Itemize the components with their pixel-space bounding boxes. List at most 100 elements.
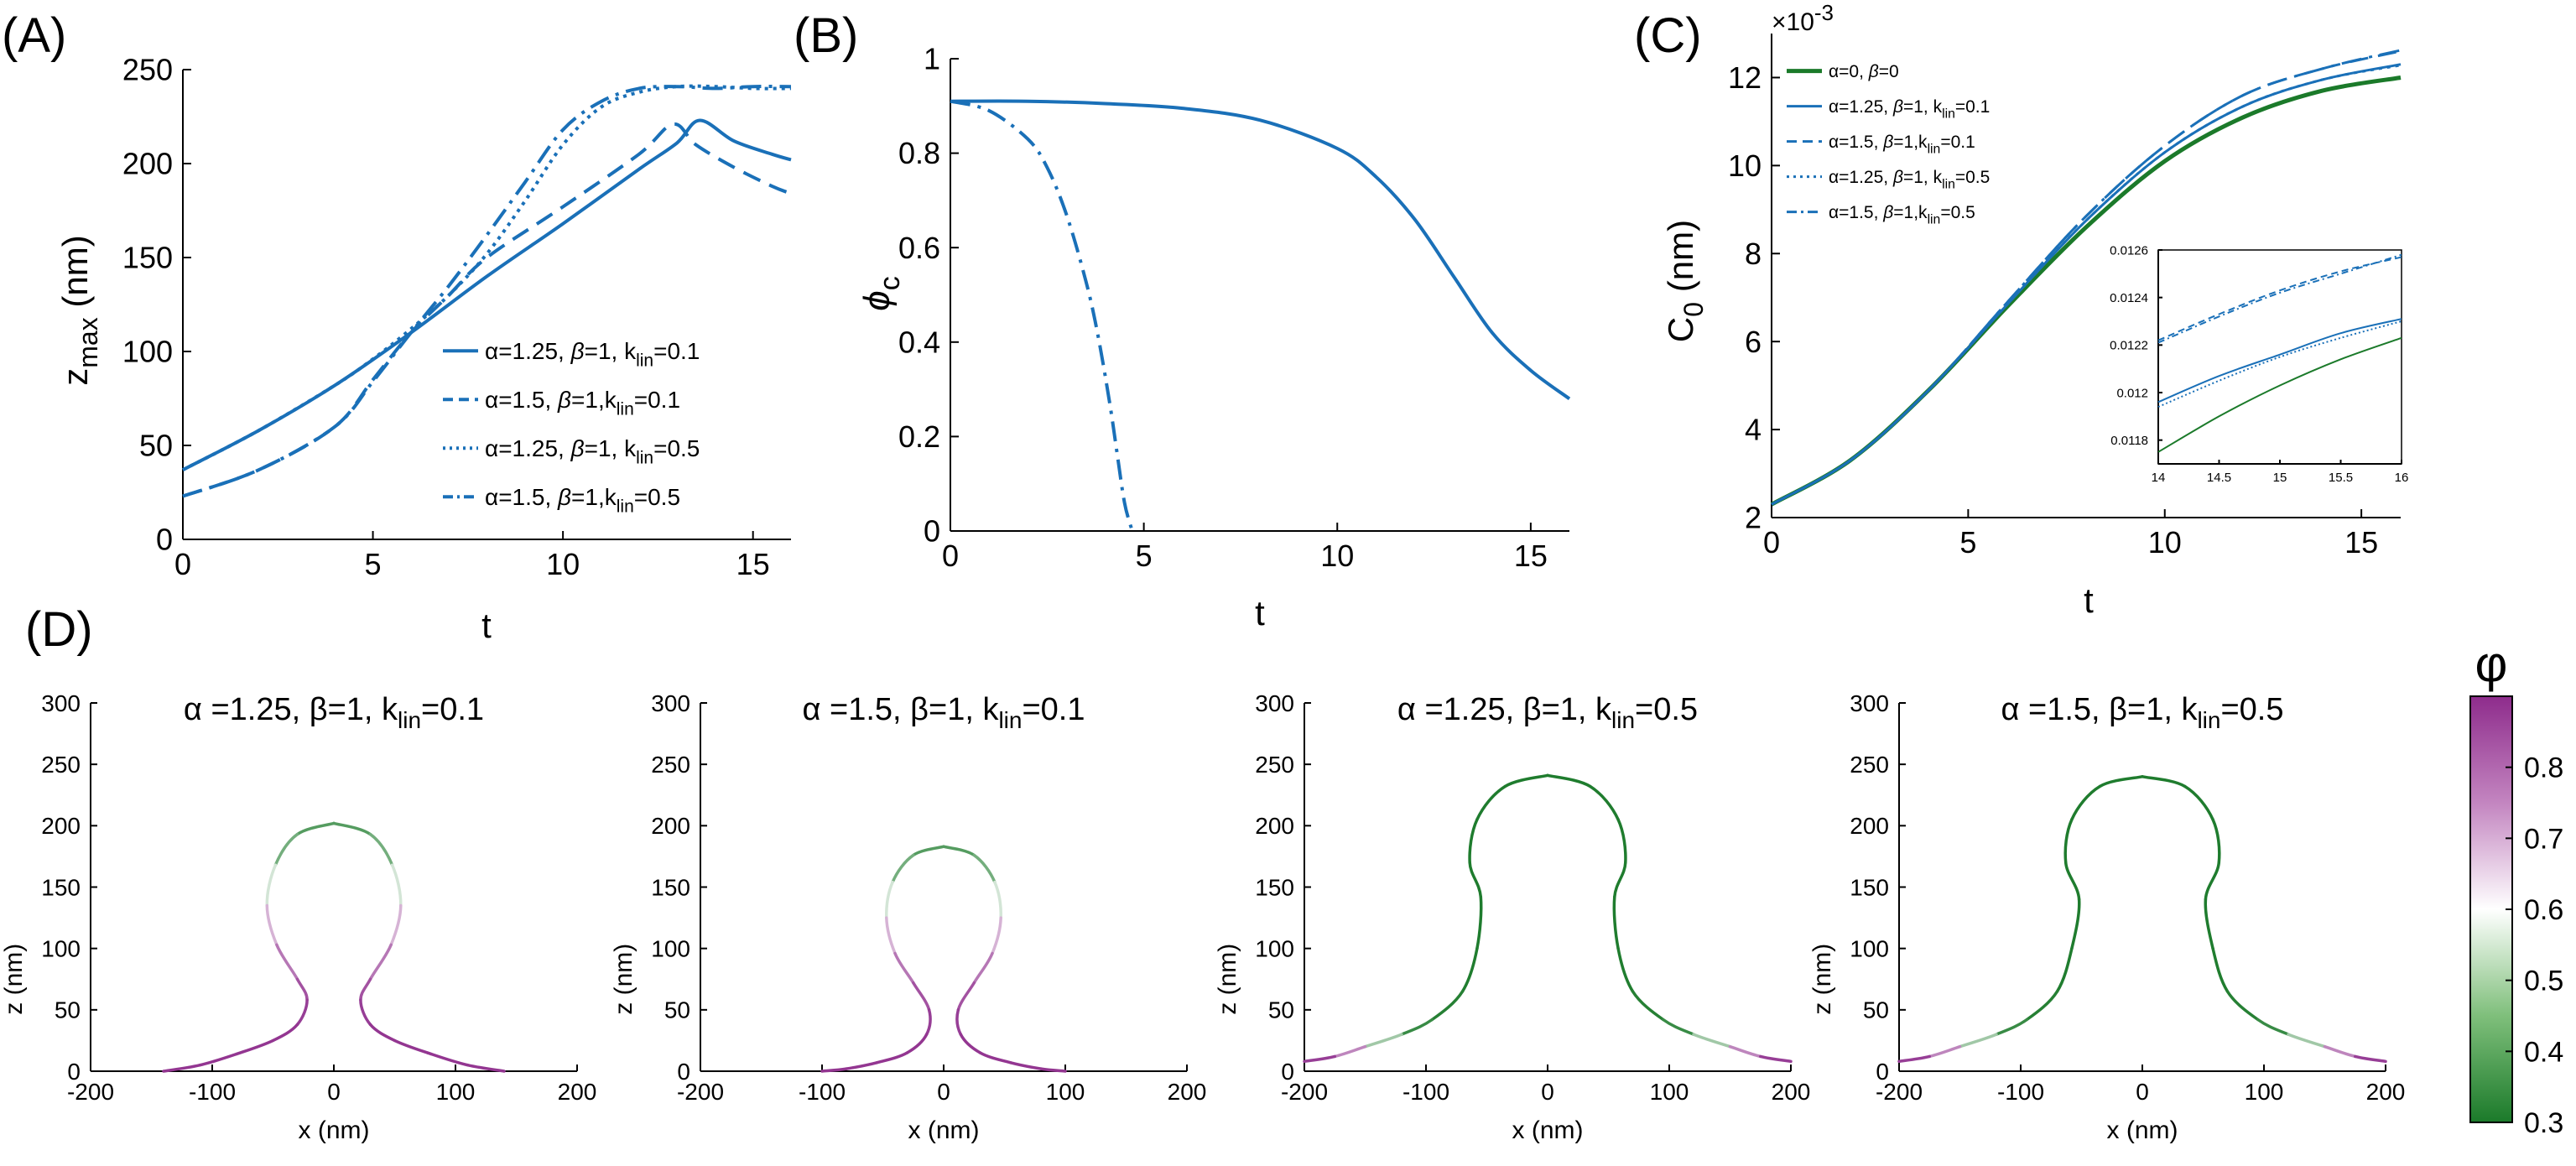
panel-d-shape-3-left-segment <box>1475 895 1483 950</box>
panel-d-shape-4-right-segment <box>2225 990 2260 1022</box>
panel-d-shape-4-title: α =1.5, β=1, klin=0.5 <box>2001 692 2283 733</box>
panel-d-shape-3-right-segment <box>1692 1033 1732 1049</box>
panel-d-shape-1-xtick-label: 200 <box>558 1079 597 1105</box>
panel-c-ytick-label: 12 <box>1728 60 1762 95</box>
panel-b-series-1-line <box>950 99 1571 401</box>
panel-d-shape-2-right-segment <box>942 845 976 857</box>
panel-d-shape-3-right-segment <box>1616 818 1627 864</box>
panel-d-shape-3-xtick-label: -100 <box>1402 1079 1449 1105</box>
panel-c-ytick-label: 6 <box>1745 325 1762 359</box>
panel-d-shape-3-xtick-label: 200 <box>1772 1079 1811 1105</box>
panel-d-shape-3-left-segment <box>1460 946 1479 993</box>
panel-a-legend-item-2-label: α=1.5, β=1,klin=0.1 <box>485 387 680 419</box>
panel-d-shape-3-left-segment <box>1303 1054 1337 1064</box>
panel-d-shape-2-title: α =1.5, β=1, klin=0.1 <box>802 692 1085 733</box>
panel-d-shape-3-xtick-label: 100 <box>1650 1079 1689 1105</box>
panel-c-inset-series-3-line <box>2157 320 2402 408</box>
panel-d-shape-4-left-segment <box>2055 946 2074 993</box>
panel-c-inset-series-4-line <box>2157 256 2402 341</box>
panel-d-shape-4-left-segment <box>1958 1033 1998 1049</box>
panel-d-shape-2-ytick-label: 50 <box>664 997 690 1023</box>
colorbar-tick-label: 0.5 <box>2524 966 2563 997</box>
panel-a-ytick-label: 250 <box>122 53 173 87</box>
panel-a-xlabel: t <box>481 606 492 645</box>
panel-d-shape-2-xtick-label: -100 <box>799 1079 846 1105</box>
panel-d-shape-1-right-segment <box>359 977 372 1002</box>
panel-d-shape-1-ytick-label: 0 <box>67 1059 81 1085</box>
panel-d-shape-1-right-segment <box>332 821 372 836</box>
panel-d-shape-4-right-segment <box>2256 1018 2290 1036</box>
panel-d-shape-2-ytick-label: 100 <box>651 935 690 961</box>
colorbar <box>2469 695 2513 1123</box>
panel-d-shape-3-left-segment <box>1363 1033 1403 1049</box>
panel-d-shape-2-ytick-label: 300 <box>651 690 690 716</box>
panel-d-shape-1-xtick-label: 0 <box>327 1079 341 1105</box>
panel-d-shape-4-ytick-label: 100 <box>1850 935 1889 961</box>
panel-d-shape-4-ylabel: z (nm) <box>1808 944 1836 1015</box>
panel-d-shape-3-right-segment <box>1546 773 1592 789</box>
panel-a-xtick-label: 15 <box>736 547 770 581</box>
panel-d-shape-4-left-segment <box>1897 1054 1932 1064</box>
panel-c-legend-item-2-label: α=1.25, β=1, klin=0.1 <box>1829 97 1990 121</box>
panel-a-legend-item-4-label: α=1.5, β=1,klin=0.5 <box>485 484 680 516</box>
panel-d-shape-2-xtick-label: 0 <box>937 1079 950 1105</box>
panel-c-ytick-label: 2 <box>1745 501 1762 535</box>
panel-d-shape-1-left-segment <box>235 1038 275 1056</box>
panel-d-shape-4-xlabel: x (nm) <box>2107 1117 2178 1144</box>
panel-d-shape-2-left-segment <box>905 1033 929 1054</box>
panel-d-shape-3-ytick-label: 200 <box>1255 813 1294 839</box>
panel-a-xtick-label: 5 <box>365 547 382 581</box>
panel-d-shape-4-ytick-label: 50 <box>1863 997 1889 1023</box>
panel-c-legend: α=0, β=0 α=1.25, β=1, klin=0.1 α=1.5, β=1,… <box>1787 62 1990 226</box>
panel-d-shape-1-xlabel: x (nm) <box>299 1117 370 1144</box>
panel-c-ylabel: C0 (nm) <box>1661 220 1709 342</box>
panel-d-shape-4-right-segment <box>2204 861 2221 901</box>
panel-d-shape-4-left-segment <box>1995 1018 2029 1036</box>
panel-d-shape-3-right-segment <box>1631 990 1665 1022</box>
colorbar-tick-label: 0.4 <box>2524 1036 2563 1068</box>
panel-d-shape-4-xtick-label: 0 <box>2136 1079 2149 1105</box>
panel-d-shape-2-ytick-label: 250 <box>651 752 690 778</box>
panel-c-ytick-label: 10 <box>1728 148 1762 183</box>
panel-b-xtick-label: 5 <box>1136 539 1153 573</box>
panel-d-shape-4-left-segment <box>2070 784 2102 821</box>
panel-d-shape-4-right-segment <box>2287 1033 2327 1049</box>
panel-d-shape-3-xlabel: x (nm) <box>1512 1117 1584 1144</box>
panel-c-axes: 0 5 10 15 2 4 6 8 10 12 <box>1728 34 2401 560</box>
panel-d-shape-3-right-segment <box>1613 861 1627 898</box>
panel-d-shape-2-left-segment <box>820 1067 848 1073</box>
panel-d-shape-4-left-segment <box>1928 1044 1962 1059</box>
panel-d-shape-2-left-segment <box>885 880 894 919</box>
panel-b-xtick-label: 0 <box>942 539 959 573</box>
panel-d-shape-1-right-segment <box>368 1023 397 1043</box>
panel-a-ytick-label: 150 <box>122 241 173 275</box>
panel-b-xtick-label: 15 <box>1514 539 1548 573</box>
panel-d-shape-4-left-segment <box>2063 818 2074 864</box>
panel-d-shape-4-left-segment <box>2098 775 2144 789</box>
panel-d-shape-4-right-segment <box>2354 1054 2387 1064</box>
panel-a-series-2-line <box>182 122 792 498</box>
panel-d-shape-2-xtick-label: 200 <box>1168 1079 1207 1105</box>
panel-d-shape-2-right-segment <box>956 981 976 1012</box>
panel-d-shape-2-right-segment <box>955 1008 963 1036</box>
panel-d-shape-2-right-segment <box>993 880 1002 919</box>
panel-d-shape-1-xtick-label: -200 <box>67 1079 114 1105</box>
panel-c-ytick-label: 4 <box>1745 413 1762 447</box>
panel-d-shape-3-right-segment <box>1728 1044 1762 1059</box>
panel-d-shape-1-right-segment <box>429 1052 470 1067</box>
colorbar-tick-label: 0.6 <box>2524 894 2563 926</box>
panel-d-shape-1-right-segment <box>393 1038 433 1056</box>
panel-d-shape-1-left-segment <box>265 863 278 908</box>
panel-d-shape-3-right-segment <box>1616 946 1635 993</box>
panel-d-shape-4-right-segment <box>2183 784 2214 821</box>
panel-d-shape-3-xtick-label: -200 <box>1281 1079 1328 1105</box>
panel-d-shape-3-left-segment <box>1475 784 1507 821</box>
panel-d-shape-2-right-segment <box>959 1033 982 1054</box>
panel-d-shape-2-right-segment <box>991 916 1002 955</box>
panel-d-shape-3-xtick-label: 0 <box>1541 1079 1554 1105</box>
panel-d-shape-2-left-segment <box>924 1008 932 1036</box>
panel-d-shape-2-left-segment <box>875 1051 909 1064</box>
panel-d-shape-4-right-segment <box>2323 1044 2357 1059</box>
panel-d-shape-1-left-segment <box>162 1063 202 1073</box>
